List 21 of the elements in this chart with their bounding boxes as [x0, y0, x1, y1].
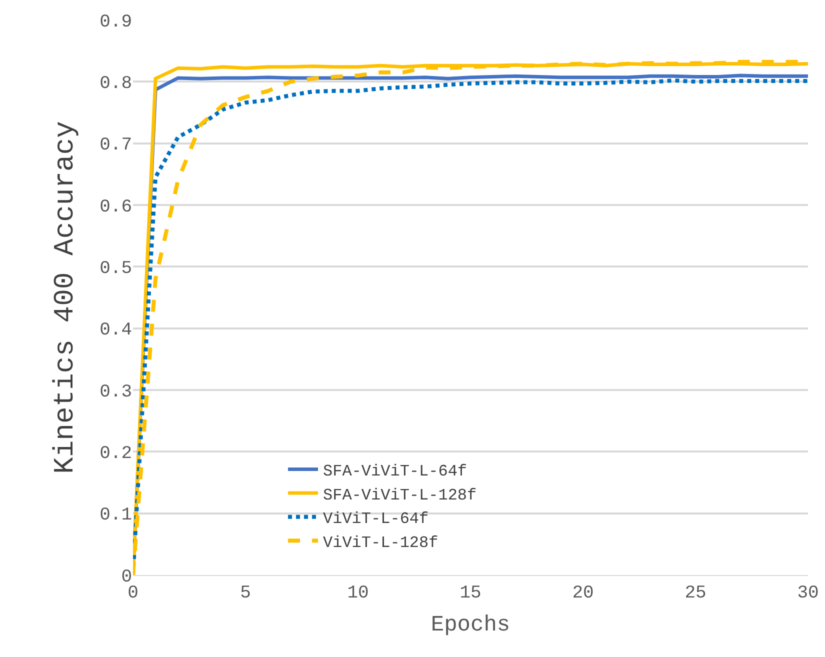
x-tick-label: 20	[572, 584, 594, 604]
x-tick-label: 30	[797, 584, 819, 604]
x-tick-label: 15	[460, 584, 482, 604]
y-tick-label: 0.1	[100, 506, 132, 526]
y-tick-label: 0.6	[100, 197, 132, 218]
x-axis-title: Epochs	[430, 612, 510, 638]
y-tick-label: 0.4	[100, 320, 132, 341]
y-tick-label: 0.2	[100, 444, 132, 464]
x-tick-label: 25	[684, 584, 706, 604]
y-tick-label: 0.9	[100, 12, 132, 32]
legend-label: SFA-ViViT-L-128f	[323, 486, 477, 504]
x-tick-label: 5	[240, 584, 251, 604]
y-axis-title: Kinetics 400 Accuracy	[50, 121, 82, 474]
y-tick-label: 0.5	[100, 258, 132, 279]
legend-label: ViViT-L-128f	[323, 534, 438, 552]
y-tick-label: 0.7	[100, 136, 132, 156]
y-tick-label: 0.3	[100, 382, 132, 402]
x-tick-label: 10	[347, 584, 369, 604]
legend-label: ViViT-L-64f	[323, 510, 429, 528]
legend-label: SFA-ViViT-L-64f	[323, 462, 468, 480]
y-tick-label: 0.8	[100, 74, 132, 94]
